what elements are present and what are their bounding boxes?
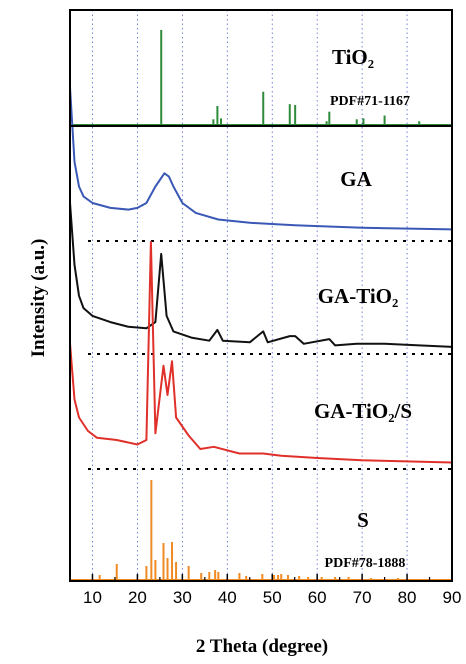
x-tick-label-90: 90 [443, 588, 462, 607]
series-ga [69, 87, 453, 242]
x-tick-label-30: 30 [173, 588, 192, 607]
x-axis-title: 2 Theta (degree) [196, 636, 328, 657]
series-line [69, 202, 453, 348]
grid-lines [92, 10, 408, 581]
series-line [69, 241, 453, 464]
plot-frame [69, 9, 453, 582]
label-tio2: TiO₂ [332, 45, 374, 69]
series-ga-tio2-s [69, 241, 453, 470]
x-tick-label-40: 40 [218, 588, 237, 607]
panel-labels: TiO₂ PDF#71-1167 GA GA-TiO₂ GA-TiO₂/S S PDF#78… [314, 45, 412, 571]
x-tick-label-80: 80 [398, 588, 417, 607]
x-tick-label-50: 50 [263, 588, 282, 607]
label-s: S [357, 508, 369, 532]
x-axis-ticks: 10 20 30 40 50 60 70 80 90 [69, 574, 462, 607]
series-line [69, 87, 453, 231]
label-ga-tio2: GA-TiO₂ [318, 284, 399, 308]
series-ga-tio2 [69, 202, 453, 355]
sublabel-s: PDF#78-1888 [325, 556, 406, 571]
sublabel-tio2: PDF#71-1167 [330, 94, 410, 109]
x-tick-label-10: 10 [83, 588, 102, 607]
series-tio2 [70, 30, 452, 126]
label-ga-tio2-s: GA-TiO₂/S [314, 399, 412, 423]
x-tick-label-70: 70 [353, 588, 372, 607]
y-axis-title: Intensity (a.u.) [28, 239, 49, 358]
axes-box [69, 9, 453, 582]
label-ga: GA [340, 167, 372, 191]
x-tick-label-60: 60 [308, 588, 327, 607]
x-tick-label-20: 20 [128, 588, 147, 607]
